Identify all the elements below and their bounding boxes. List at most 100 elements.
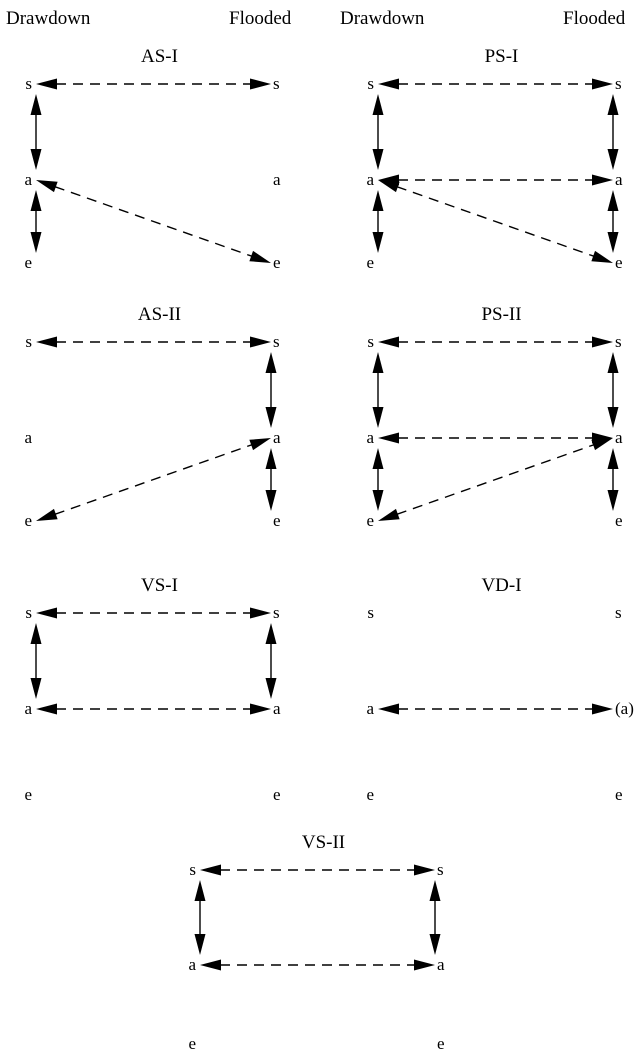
node-left-e: e (366, 253, 374, 272)
node-left-e: e (24, 785, 32, 804)
arrowhead (592, 78, 613, 90)
arrowhead (429, 934, 441, 955)
arrowhead (30, 94, 42, 115)
arrowhead (607, 352, 619, 373)
arrowhead (607, 190, 619, 211)
arrowhead (36, 703, 57, 715)
arrowhead (378, 78, 399, 90)
panel-title: PS-I (485, 46, 519, 67)
arrowhead (378, 336, 399, 348)
link-Rs-Ra (265, 352, 277, 428)
arrowhead (378, 703, 399, 715)
node-right-e: e (273, 511, 281, 530)
link-Ra-Re (607, 448, 619, 511)
link-La-Le (30, 190, 42, 253)
link-Ra-Re (607, 190, 619, 253)
node-left-s: s (367, 74, 374, 93)
node-left-e: e (188, 1034, 196, 1053)
arrowhead (607, 94, 619, 115)
link-Rs-Ra (607, 94, 619, 170)
node-right-a: a (437, 955, 445, 974)
arrowhead (249, 438, 271, 451)
panel-title: VS-II (302, 832, 345, 853)
link-Ls-La (194, 880, 206, 955)
node-left-a: a (366, 428, 374, 447)
node-left-a: a (366, 699, 374, 718)
node-left-a: a (24, 170, 32, 189)
node-right-e: e (615, 253, 623, 272)
node-left-a: a (188, 955, 196, 974)
arrowhead (194, 934, 206, 955)
arrowhead (607, 232, 619, 253)
node-right-s: s (615, 74, 622, 93)
panel-vd-i: VD-I s a e s (a) e (366, 575, 633, 804)
node-right-a: a (273, 428, 281, 447)
header-drawdown-left: Drawdown (6, 8, 91, 29)
link-La-Re (36, 180, 271, 263)
arrowhead (265, 678, 277, 699)
arrowhead (414, 959, 435, 971)
arrowhead (194, 880, 206, 901)
node-left-e: e (366, 785, 374, 804)
node-right-a: a (273, 699, 281, 718)
arrowhead (378, 508, 400, 521)
arrowhead (36, 336, 57, 348)
arrowhead (372, 490, 384, 511)
panel-title: AS-II (138, 304, 181, 325)
link-Ls-La (372, 352, 384, 428)
arrowhead (30, 149, 42, 170)
header-drawdown-right: Drawdown (340, 8, 425, 29)
arrowhead (36, 180, 58, 193)
link-Ls-La (30, 623, 42, 699)
link-La-Le (372, 190, 384, 253)
arrowhead (265, 490, 277, 511)
link-Ls-Rs (378, 78, 613, 90)
arrowhead (30, 190, 42, 211)
node-right-e: e (615, 511, 623, 530)
arrowhead (607, 490, 619, 511)
arrowhead (36, 607, 57, 619)
node-left-a: a (24, 428, 32, 447)
header-flooded-left: Flooded (229, 8, 292, 29)
panel-title: VS-I (141, 575, 178, 596)
panel-ps-i: PS-I s a e s a e (366, 46, 623, 272)
node-right-a: a (273, 170, 281, 189)
node-right-s: s (615, 332, 622, 351)
arrowhead (372, 232, 384, 253)
arrowhead (200, 864, 221, 876)
dashed-line (396, 186, 595, 257)
arrowhead (36, 78, 57, 90)
panel-ps-ii: PS-II s a e s a e (366, 304, 623, 530)
link-Ls-Rs (200, 864, 435, 876)
link-Ls-Rs (36, 336, 271, 348)
node-left-s: s (189, 860, 196, 879)
arrowhead (250, 78, 271, 90)
dashed-line (54, 444, 253, 515)
link-La-Ra (378, 174, 613, 186)
node-left-e: e (24, 253, 32, 272)
node-left-s: s (25, 603, 32, 622)
node-right-a: a (615, 428, 623, 447)
link-Rs-Ra (429, 880, 441, 955)
node-right-s: s (615, 603, 622, 622)
link-La-Re (378, 180, 613, 263)
arrowhead (372, 190, 384, 211)
arrowhead (30, 623, 42, 644)
arrowhead (592, 336, 613, 348)
link-La-Ra (36, 703, 271, 715)
arrowhead (414, 864, 435, 876)
arrowhead (429, 880, 441, 901)
node-right-a: a (615, 170, 623, 189)
arrowhead (591, 438, 613, 451)
arrowhead (265, 407, 277, 428)
arrowhead (265, 623, 277, 644)
node-left-s: s (367, 603, 374, 622)
link-La-Ra (378, 703, 613, 715)
arrowhead (30, 232, 42, 253)
link-Ls-Rs (36, 78, 271, 90)
panel-as-i: AS-I s a e s a e (24, 46, 281, 272)
link-Rs-Ra (265, 623, 277, 699)
node-right-s: s (437, 860, 444, 879)
arrowhead (607, 407, 619, 428)
